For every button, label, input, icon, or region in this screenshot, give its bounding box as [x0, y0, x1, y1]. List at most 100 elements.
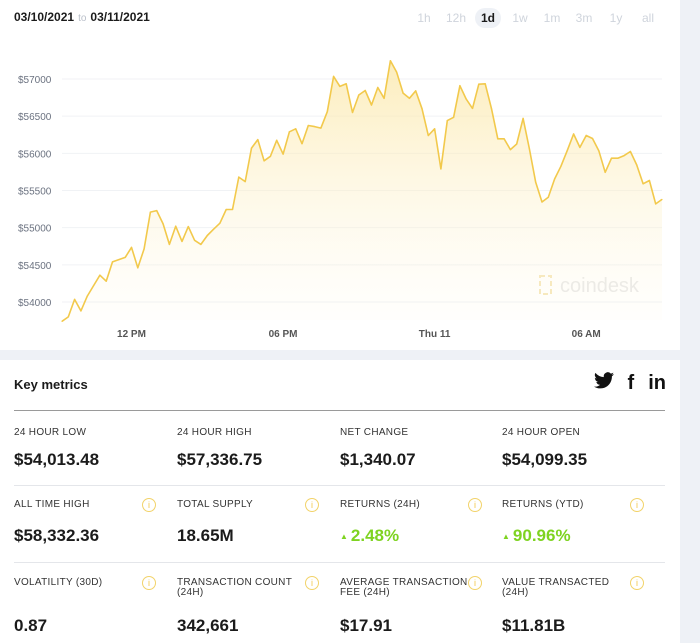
data-point [257, 138, 259, 141]
facebook-icon[interactable]: f [627, 372, 635, 394]
metric-value: $58,332.36 [14, 526, 100, 545]
data-point [427, 134, 429, 137]
info-icon[interactable]: i [630, 498, 644, 512]
metric-value: $54,013.48 [14, 450, 100, 469]
data-point [219, 222, 221, 224]
page-gutter [680, 0, 700, 643]
data-point [452, 116, 455, 118]
data-point [99, 274, 101, 276]
date-to[interactable]: 03/11/2021 [90, 10, 150, 24]
linkedin-icon[interactable]: in [648, 372, 666, 394]
data-point [572, 133, 575, 135]
data-point [92, 285, 95, 287]
period-1m[interactable]: 1m [543, 11, 561, 25]
period-3m[interactable]: 3m [575, 11, 593, 25]
date-from[interactable]: 03/10/2021 [14, 10, 75, 24]
metric-label: Returns (24H) [340, 499, 421, 510]
data-point [307, 124, 309, 127]
y-tick-label: $56000 [18, 149, 52, 160]
metric-label: Transaction Count (24H) [177, 577, 292, 598]
data-point [149, 211, 152, 213]
data-point [111, 261, 114, 263]
metric-average-transaction-fee-24h: Average Transaction Fee (24H) i $17.91 [340, 576, 500, 635]
info-icon[interactable]: i [305, 576, 319, 590]
price-line [61, 60, 663, 322]
metric-24-hour-high: 24 Hour High $57,336.75 [177, 427, 337, 470]
divider [14, 485, 665, 486]
data-point [288, 131, 290, 133]
period-1h[interactable]: 1h [417, 11, 431, 25]
info-icon[interactable]: i [468, 576, 482, 590]
info-icon[interactable]: i [142, 576, 156, 590]
to-label: to [78, 13, 87, 24]
data-point [74, 298, 76, 300]
data-point [276, 139, 278, 141]
x-tick-label: 12 PM [117, 329, 146, 340]
up-arrow-icon: ▲ [340, 532, 348, 542]
data-point [181, 240, 183, 243]
data-point [478, 83, 480, 85]
metric-label: 24 Hour High [177, 427, 252, 438]
data-point [509, 149, 512, 151]
data-point [339, 85, 341, 88]
data-point [516, 143, 518, 145]
data-point [459, 85, 461, 87]
info-icon[interactable]: i [142, 498, 156, 512]
data-point [560, 165, 562, 167]
data-point [617, 157, 619, 159]
data-point [541, 201, 543, 203]
metric-value: ▲ 90.96% [502, 526, 571, 546]
metric-transaction-count-24h: Transaction Count (24H) i 342,661 [177, 576, 337, 635]
data-point [225, 208, 227, 211]
metric-label: Returns (YTD) [502, 499, 584, 510]
price-chart-card: $57000 $56500 $56000 $55500 $55000 $54500 $540… [0, 0, 680, 350]
data-point [566, 149, 568, 151]
data-point [610, 157, 613, 159]
y-tick-label: $54500 [18, 261, 52, 272]
info-icon[interactable]: i [305, 498, 319, 512]
data-point [231, 208, 234, 211]
data-point [67, 316, 69, 318]
metric-returns-24h: Returns (24H) i ▲ 2.48% [340, 498, 500, 545]
metric-value: 0.87 [14, 616, 48, 635]
data-point [503, 138, 505, 140]
price-chart[interactable]: $57000 $56500 $56000 $55500 $55000 $54500 $540… [0, 0, 680, 350]
x-tick-label: Thu 11 [419, 329, 451, 340]
metric-total-supply: Total Supply i 18.65M [177, 498, 337, 545]
data-point [383, 97, 385, 99]
period-1d[interactable]: 1d [475, 8, 501, 28]
metric-value: 18.65M [177, 526, 234, 545]
data-point [263, 160, 265, 162]
share-buttons: f in [593, 372, 666, 395]
period-1y[interactable]: 1y [609, 11, 623, 25]
period-12h[interactable]: 12h [445, 11, 467, 25]
y-tick-label: $55000 [18, 224, 52, 235]
data-point [86, 295, 88, 297]
period-1w[interactable]: 1w [512, 11, 528, 25]
metric-label: All Time High [14, 499, 90, 510]
period-all[interactable]: all [641, 11, 654, 25]
price-area [62, 60, 662, 322]
data-point [244, 180, 246, 183]
data-point [554, 178, 556, 180]
metric-net-change: Net Change $1,340.07 [340, 428, 500, 470]
data-point [200, 243, 202, 245]
metric-value: ▲ 2.48% [340, 526, 399, 546]
metric-volatility-30d: Volatility (30D) i 0.87 [14, 576, 174, 635]
twitter-icon[interactable] [593, 372, 614, 395]
data-point [295, 128, 297, 130]
data-point [490, 108, 493, 110]
info-icon[interactable]: i [630, 576, 644, 590]
data-point [547, 196, 549, 198]
data-point [269, 155, 272, 157]
info-icon[interactable]: i [468, 498, 482, 512]
data-point [332, 75, 335, 77]
data-point [655, 203, 657, 205]
data-point [143, 248, 145, 250]
data-point [421, 108, 423, 110]
data-point [194, 239, 196, 241]
y-tick-label: $55500 [18, 187, 52, 198]
data-point [206, 234, 208, 237]
metric-24-hour-low: 24 Hour Low $54,013.48 [14, 428, 174, 470]
data-point [579, 146, 581, 148]
